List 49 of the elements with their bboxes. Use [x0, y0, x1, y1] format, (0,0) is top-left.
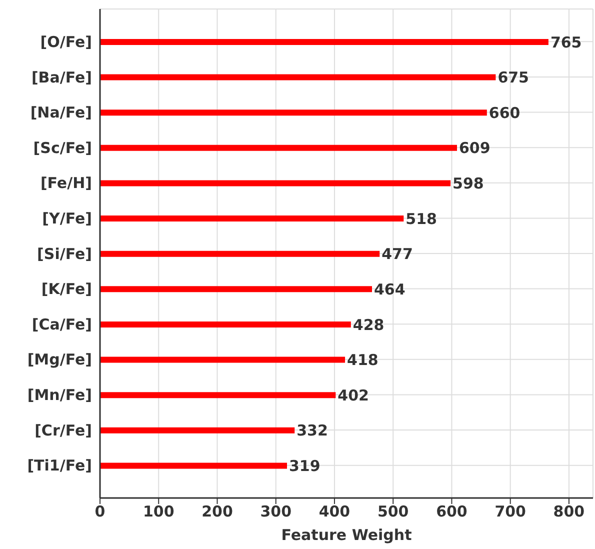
data-label: 464 — [374, 280, 406, 298]
x-tick-label: 200 — [202, 502, 233, 521]
bar — [100, 110, 487, 116]
data-label: 418 — [347, 351, 378, 370]
data-label: 765 — [550, 33, 582, 52]
data-label: 319 — [289, 457, 320, 476]
data-label: 477 — [382, 245, 413, 264]
y-tick-label: [Mn/Fe] — [27, 386, 92, 404]
data-label: 675 — [498, 68, 529, 87]
y-tick-label: [Ti1/Fe] — [27, 456, 92, 475]
bar — [100, 462, 287, 469]
x-axis-title: Feature Weight — [281, 526, 412, 544]
y-tick-label: [K/Fe] — [41, 280, 92, 298]
bar — [100, 216, 404, 222]
x-tick-label: 100 — [142, 502, 174, 521]
data-label: 609 — [459, 139, 490, 158]
bar — [100, 286, 372, 292]
x-tick-label: 300 — [260, 502, 292, 521]
y-tick-label: [O/Fe] — [40, 32, 92, 51]
bar — [100, 356, 346, 363]
bar — [100, 39, 548, 45]
x-tick-label: 600 — [436, 502, 468, 521]
y-tick-label: [Fe/H] — [40, 174, 92, 192]
data-label: 660 — [488, 104, 520, 122]
x-tick-label: 800 — [553, 502, 585, 521]
bar — [100, 250, 380, 257]
y-tick-label: [Sc/Fe] — [33, 138, 92, 157]
y-tick-label: [Mg/Fe] — [27, 350, 92, 369]
y-tick-label: [Ca/Fe] — [32, 315, 92, 334]
data-label: 598 — [452, 174, 484, 193]
x-tick-label: 400 — [318, 502, 350, 521]
x-tick-label: 0 — [94, 502, 106, 521]
y-tick-label: [Na/Fe] — [30, 104, 92, 122]
x-tick-label: 500 — [377, 502, 409, 521]
y-tick-label: [Y/Fe] — [42, 210, 92, 228]
y-tick-label: [Si/Fe] — [37, 244, 92, 263]
y-tick-label: [Ba/Fe] — [31, 68, 92, 86]
data-label: 332 — [296, 422, 328, 440]
y-tick-label: [Cr/Fe] — [34, 421, 92, 440]
bar — [100, 392, 336, 398]
bar — [100, 321, 351, 328]
bar — [100, 180, 451, 186]
bar — [100, 74, 496, 80]
bar — [100, 144, 457, 151]
x-tick-label: 700 — [494, 502, 526, 521]
bar — [100, 427, 295, 434]
data-label: 402 — [338, 386, 369, 404]
data-label: 518 — [406, 210, 437, 228]
data-label: 428 — [352, 316, 384, 334]
